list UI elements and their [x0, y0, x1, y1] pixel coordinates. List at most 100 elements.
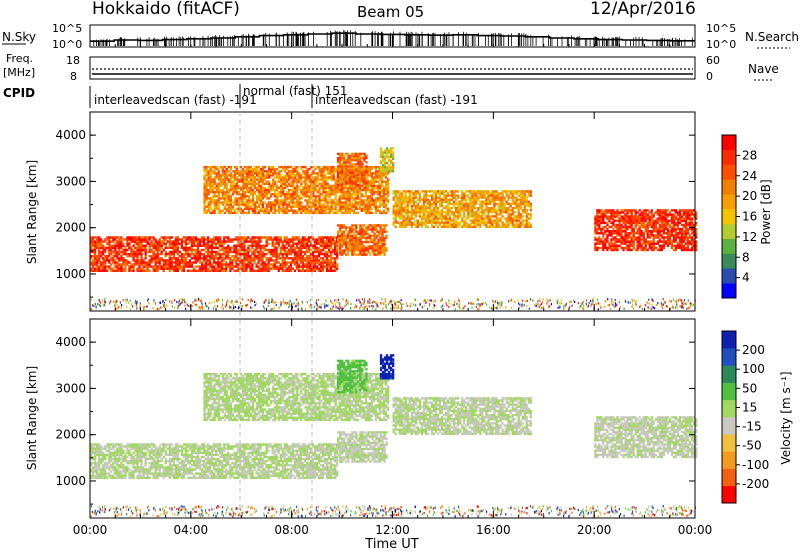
power-cell	[374, 180, 378, 183]
power-cell	[363, 253, 366, 256]
power-cell	[428, 194, 432, 197]
power-cell	[324, 174, 327, 177]
power-cell	[326, 193, 329, 196]
power-cell	[190, 250, 194, 254]
power-cell	[412, 192, 415, 195]
power-cell	[251, 269, 254, 272]
power-cell	[469, 196, 472, 199]
power-cell	[404, 190, 407, 193]
power-cell	[336, 209, 339, 212]
power-cell	[120, 269, 123, 272]
power-cell	[213, 238, 216, 241]
power-cell	[221, 188, 224, 192]
power-cell	[213, 250, 216, 254]
power-cell	[320, 178, 323, 181]
power-cell	[290, 188, 293, 192]
power-cell	[219, 238, 222, 241]
power-cell	[422, 209, 426, 212]
power-cell	[288, 172, 291, 175]
power-cell	[400, 206, 403, 210]
nave-label: Nave	[748, 62, 779, 76]
power-cell	[326, 236, 329, 239]
power-cell	[294, 180, 297, 183]
power-cell	[184, 261, 188, 264]
power-cell	[102, 248, 105, 252]
power-cell	[309, 242, 313, 245]
power-cell	[211, 238, 214, 241]
power-cell	[227, 207, 230, 210]
power-cell	[213, 265, 216, 268]
power-cell	[245, 172, 249, 175]
power-cell	[499, 206, 502, 210]
power-cell	[237, 252, 240, 256]
power-cell	[229, 172, 232, 175]
power-cell	[265, 257, 268, 260]
power-cell	[217, 170, 220, 173]
power-cell	[202, 244, 206, 247]
power-cell	[245, 165, 249, 169]
power-cell	[243, 197, 247, 200]
power-cell	[408, 221, 411, 224]
power-cell	[293, 252, 296, 256]
power-cell	[444, 215, 448, 218]
power-cell	[402, 190, 405, 193]
power-cell	[192, 244, 196, 247]
power-cell	[221, 263, 224, 266]
power-cell	[479, 211, 482, 214]
power-cell	[465, 209, 468, 212]
power-cell	[339, 224, 342, 227]
power-cell	[351, 243, 354, 246]
power-cell	[213, 199, 216, 202]
power-cell	[336, 248, 339, 252]
power-cell	[207, 236, 210, 239]
power-cell	[499, 202, 502, 206]
power-cell	[239, 186, 242, 190]
power-cell	[313, 246, 317, 250]
power-cell	[239, 238, 242, 241]
power-cell	[353, 224, 356, 227]
power-cell	[487, 196, 490, 199]
power-cell	[337, 240, 340, 244]
power-cell	[307, 257, 311, 260]
power-cell	[334, 259, 337, 262]
power-cell	[219, 248, 222, 252]
power-cell	[221, 265, 224, 268]
power-cell	[255, 255, 258, 258]
power-cell	[172, 265, 175, 268]
power-cell	[305, 257, 309, 260]
power-cell	[146, 238, 149, 241]
power-cell	[284, 170, 287, 173]
power-cell	[261, 263, 264, 266]
power-cell	[302, 165, 305, 169]
power-cell	[326, 240, 329, 243]
power-cell	[390, 147, 393, 150]
power-cell	[363, 177, 366, 181]
power-cell	[359, 234, 362, 237]
power-cell	[259, 180, 263, 183]
power-cell	[166, 261, 169, 264]
power-cell	[424, 225, 428, 228]
power-cell	[257, 252, 260, 256]
power-cell	[326, 172, 329, 175]
power-cell	[306, 199, 309, 202]
power-cell	[265, 238, 268, 241]
power-cell	[497, 196, 500, 199]
power-cell	[116, 246, 119, 250]
power-cell	[338, 190, 341, 194]
power-cell	[209, 246, 212, 250]
power-cell	[422, 198, 426, 201]
power-cell	[366, 197, 370, 200]
power-cell	[284, 195, 287, 198]
power-cell	[353, 234, 356, 237]
power-region-0	[90, 236, 339, 272]
power-cell	[223, 180, 226, 183]
power-cell	[336, 168, 339, 171]
power-cell	[384, 199, 388, 202]
power-cell	[94, 257, 97, 260]
power-cell	[215, 186, 218, 190]
power-cell	[280, 182, 283, 185]
power-cell	[253, 176, 257, 179]
power-cell	[108, 240, 111, 243]
power-cell	[176, 248, 179, 252]
power-cell	[235, 170, 238, 173]
